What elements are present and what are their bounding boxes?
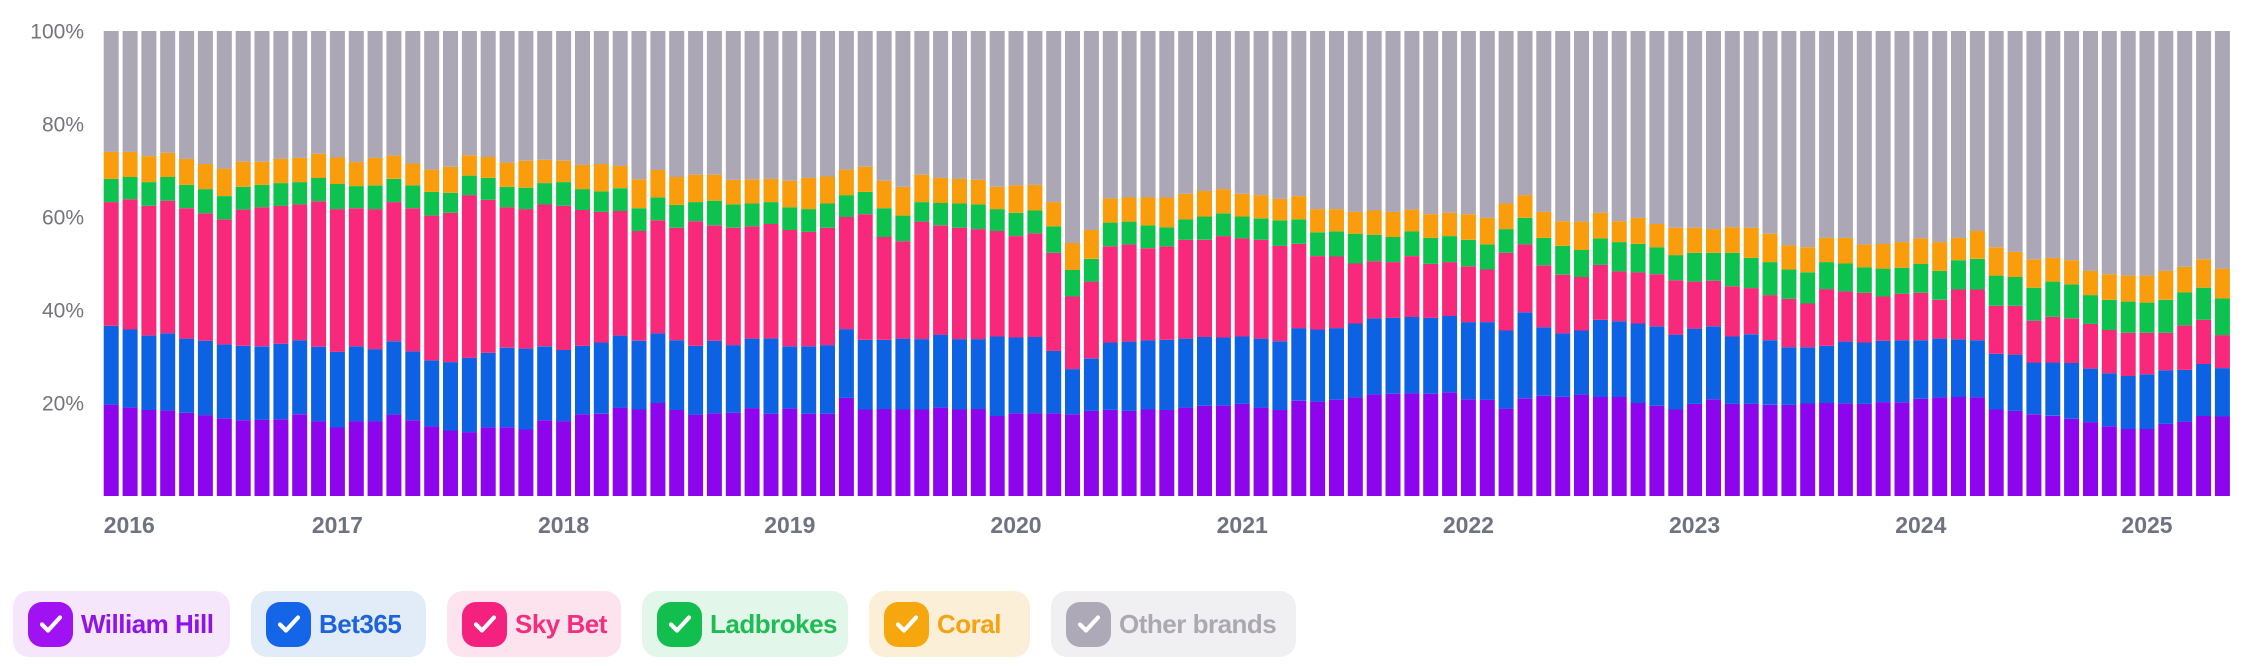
svg-text:2021: 2021 — [1217, 512, 1268, 538]
svg-text:60%: 60% — [42, 207, 84, 230]
svg-text:2020: 2020 — [990, 512, 1041, 538]
svg-text:2016: 2016 — [104, 512, 155, 538]
svg-text:2024: 2024 — [1895, 512, 1946, 538]
svg-text:2017: 2017 — [312, 512, 363, 538]
svg-text:2022: 2022 — [1443, 512, 1494, 538]
svg-text:2018: 2018 — [538, 512, 589, 538]
svg-text:2025: 2025 — [2121, 512, 2172, 538]
svg-text:80%: 80% — [42, 114, 84, 137]
svg-text:2019: 2019 — [764, 512, 815, 538]
svg-text:100%: 100% — [30, 21, 84, 44]
svg-text:20%: 20% — [42, 393, 84, 416]
svg-text:2023: 2023 — [1669, 512, 1720, 538]
svg-text:40%: 40% — [42, 300, 84, 323]
